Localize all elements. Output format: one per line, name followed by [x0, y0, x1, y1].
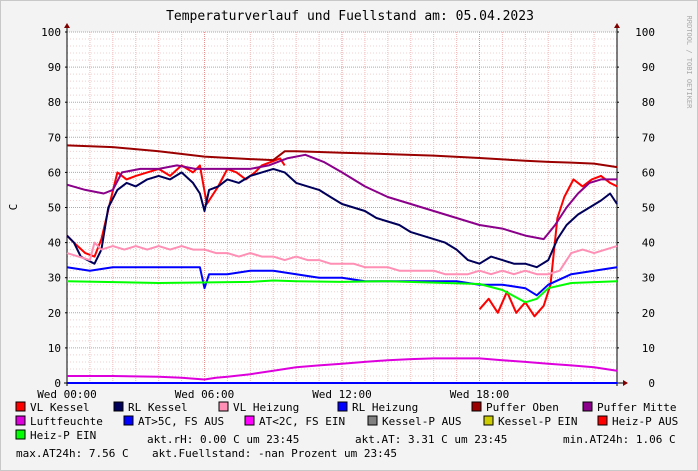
- max-at-stat: max.AT24h: 7.56 C: [16, 447, 129, 460]
- grid: [67, 31, 617, 383]
- legend-swatch-kessel_p_aus: [367, 415, 378, 426]
- legend-swatch-vl_heizung: [218, 401, 229, 412]
- series-rl_heizung: [66, 266, 618, 297]
- legend-label-heiz_p_aus: Heiz-P AUS: [612, 415, 678, 428]
- x-axis-arrow: [623, 380, 628, 386]
- y-tick-label-left: 30: [48, 272, 61, 285]
- legend-label-vl_heizung: VL Heizung: [233, 401, 299, 414]
- legend-swatch-heiz_p_aus: [597, 415, 608, 426]
- legend-label-at_gt5: AT>5C, FS AUS: [138, 415, 224, 428]
- legend-label-vl_kessel: VL Kessel: [30, 401, 90, 414]
- y-tick-label-right: 80: [642, 96, 655, 109]
- y-tick-label-right: 60: [642, 166, 655, 179]
- y-tick-label-right: 70: [642, 131, 655, 144]
- y-axis-label: C: [7, 204, 20, 211]
- x-tick-label: Wed 06:00: [175, 388, 235, 401]
- chart-title: Temperaturverlauf und Fuellstand am: 05.…: [166, 9, 534, 24]
- legend-label-luftfeuchte: Luftfeuchte: [30, 415, 103, 428]
- y-tick-label-left: 50: [48, 202, 61, 215]
- legend-label-kessel_p_ein: Kessel-P EIN: [498, 415, 577, 428]
- min-at-stat: min.AT24h: 1.06 C: [563, 433, 676, 446]
- legend-label-heiz_p_ein: Heiz-P EIN: [30, 429, 96, 442]
- y-tick-label-right: 90: [642, 61, 655, 74]
- legend-swatch-puffer_oben: [471, 401, 482, 412]
- series-luftfeuchte: [67, 357, 618, 381]
- legend-swatch-at_gt5: [123, 415, 134, 426]
- legend-swatch-vl_kessel: [15, 401, 26, 412]
- legend-swatch-rl_heizung: [337, 401, 348, 412]
- y-tick-label-right: 50: [642, 202, 655, 215]
- legend-swatch-kessel_p_ein: [483, 415, 494, 426]
- akt-rh-stat: akt.rH: 0.00 C um 23:45: [147, 433, 299, 446]
- y-tick-label-right: 0: [648, 377, 655, 390]
- series-layer: [66, 144, 618, 384]
- y-tick-label-left: 20: [48, 307, 61, 320]
- y-tick-label-right: 10: [642, 342, 655, 355]
- legend-label-rl_kessel: RL Kessel: [128, 401, 188, 414]
- y-axis-arrow-right: [614, 23, 620, 28]
- y-tick-label-right: 30: [642, 272, 655, 285]
- y-tick-label-left: 60: [48, 166, 61, 179]
- x-tick-label: Wed 00:00: [37, 388, 97, 401]
- rrdtool-watermark: RRDTOOL / TOBI OETIKER: [685, 16, 693, 110]
- series-rl_kessel: [66, 167, 618, 269]
- akt-at-stat: akt.AT: 3.31 C um 23:45: [355, 433, 507, 446]
- y-tick-label-right: 40: [642, 237, 655, 250]
- fuellstand-stat: akt.Fuellstand: -nan Prozent um 23:45: [152, 447, 397, 460]
- legend-swatch-heiz_p_ein: [15, 429, 26, 440]
- legend-swatch-at_lt2: [244, 415, 255, 426]
- y-tick-label-left: 100: [41, 26, 61, 39]
- legend-label-puffer_oben: Puffer Oben: [486, 401, 559, 414]
- legend-label-rl_heizung: RL Heizung: [352, 401, 418, 414]
- series-puffer_mitte: [66, 153, 617, 241]
- x-tick-label: Wed 12:00: [312, 388, 372, 401]
- legend-swatch-rl_kessel: [113, 401, 124, 412]
- y-tick-label-left: 40: [48, 237, 61, 250]
- legend-swatch-puffer_mitte: [582, 401, 593, 412]
- y-axis-arrow-left: [64, 23, 70, 28]
- y-tick-label-left: 80: [48, 96, 61, 109]
- legend-swatch-luftfeuchte: [15, 415, 26, 426]
- y-tick-label-left: 90: [48, 61, 61, 74]
- series-puffer_oben: [66, 144, 618, 169]
- series-heiz_p_ein: [66, 279, 618, 304]
- legend-label-at_lt2: AT<2C, FS EIN: [259, 415, 345, 428]
- y-tick-label-left: 10: [48, 342, 61, 355]
- y-tick-label-right: 20: [642, 307, 655, 320]
- y-tick-label-right: 100: [635, 26, 655, 39]
- x-tick-label: Wed 18:00: [450, 388, 510, 401]
- y-tick-label-left: 70: [48, 131, 61, 144]
- y-tick-label-left: 0: [54, 377, 61, 390]
- legend-label-kessel_p_aus: Kessel-P AUS: [382, 415, 461, 428]
- legend: VL Kessel RL Kessel VL Heizung RL Heizung Pu…: [15, 401, 678, 442]
- series-vl_heizung: [66, 241, 618, 276]
- legend-label-puffer_mitte: Puffer Mitte: [597, 401, 676, 414]
- stats: akt.rH: 0.00 C um 23:45 akt.AT: 3.31 C u…: [16, 433, 676, 460]
